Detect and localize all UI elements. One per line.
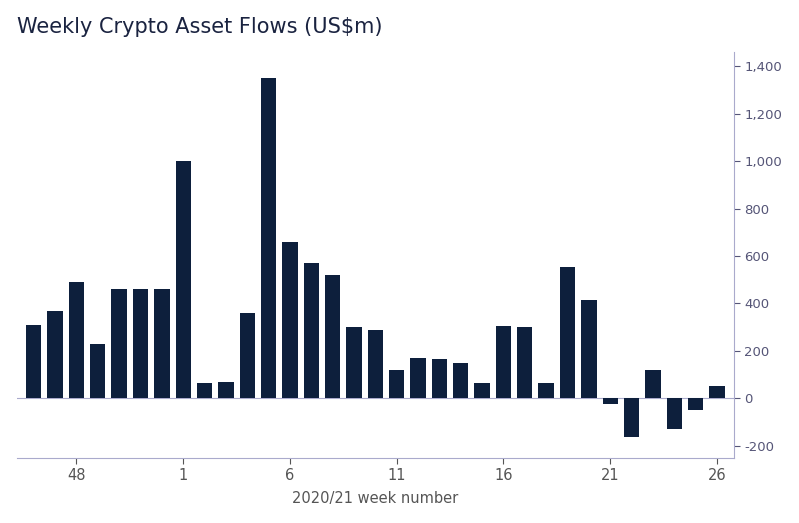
- Bar: [261, 78, 276, 399]
- Bar: [218, 382, 233, 399]
- Bar: [646, 370, 661, 399]
- Bar: [539, 383, 554, 399]
- Bar: [475, 383, 490, 399]
- Bar: [69, 282, 84, 399]
- Bar: [495, 326, 511, 399]
- Bar: [133, 289, 148, 399]
- Bar: [560, 267, 575, 399]
- Bar: [453, 363, 468, 399]
- Bar: [47, 311, 63, 399]
- Bar: [688, 399, 703, 410]
- Bar: [346, 327, 362, 399]
- Bar: [154, 289, 169, 399]
- Bar: [176, 161, 191, 399]
- Bar: [431, 359, 447, 399]
- Bar: [240, 313, 255, 399]
- Bar: [602, 399, 618, 404]
- Bar: [666, 399, 682, 429]
- Bar: [710, 386, 725, 399]
- Bar: [26, 325, 42, 399]
- Bar: [624, 399, 639, 437]
- Bar: [325, 275, 340, 399]
- Bar: [389, 370, 404, 399]
- Text: Weekly Crypto Asset Flows (US$m): Weekly Crypto Asset Flows (US$m): [17, 17, 382, 37]
- Bar: [368, 329, 383, 399]
- Bar: [517, 327, 532, 399]
- Bar: [304, 263, 319, 399]
- X-axis label: 2020/21 week number: 2020/21 week number: [292, 491, 459, 506]
- Bar: [411, 358, 426, 399]
- Bar: [90, 344, 105, 399]
- Bar: [282, 242, 298, 399]
- Bar: [581, 300, 597, 399]
- Bar: [197, 383, 213, 399]
- Bar: [112, 289, 127, 399]
